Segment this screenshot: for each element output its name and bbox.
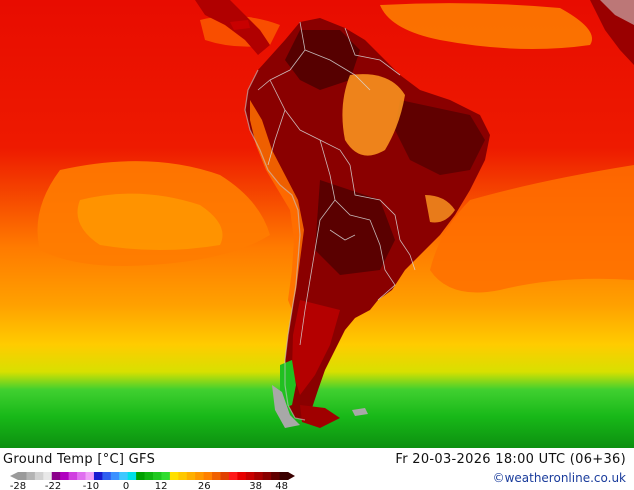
central-dark-zone bbox=[315, 180, 395, 275]
scale-swatch bbox=[60, 472, 70, 480]
scale-swatch bbox=[102, 472, 112, 480]
scale-swatch bbox=[254, 472, 264, 480]
scale-swatch bbox=[228, 472, 238, 480]
scale-swatch bbox=[144, 472, 154, 480]
scale-swatch bbox=[178, 472, 188, 480]
scale-swatch bbox=[203, 472, 213, 480]
scale-tick-label: 48 bbox=[275, 481, 288, 490]
scale-swatch bbox=[110, 472, 120, 480]
scale-swatch bbox=[212, 472, 221, 480]
scale-swatch bbox=[153, 472, 162, 480]
country-borders bbox=[257, 21, 416, 346]
scale-swatch bbox=[262, 472, 272, 480]
scale-right-arrow bbox=[288, 472, 295, 480]
amazon-hot-orange bbox=[342, 74, 405, 156]
caribbean-island bbox=[230, 20, 250, 30]
scale-swatch bbox=[26, 472, 36, 480]
scale-swatch bbox=[279, 472, 289, 480]
scale-tick-label: -28 bbox=[10, 481, 26, 490]
scale-swatch bbox=[271, 472, 280, 480]
credit-link[interactable]: ©weatheronline.co.uk bbox=[492, 471, 626, 485]
scale-swatch bbox=[85, 472, 95, 480]
pacific-yellow-patch bbox=[77, 193, 223, 250]
atlantic-warm-band bbox=[430, 165, 634, 293]
scale-swatch bbox=[237, 472, 247, 480]
scale-swatch bbox=[220, 472, 230, 480]
scale-tick-label: 0 bbox=[123, 481, 129, 490]
patagonia-red bbox=[292, 300, 340, 395]
africa-light-edge bbox=[600, 0, 634, 25]
scale-swatch bbox=[195, 472, 205, 480]
temperature-map bbox=[0, 0, 634, 448]
scale-tick-label: -22 bbox=[45, 481, 61, 490]
scale-swatch bbox=[119, 472, 129, 480]
scale-swatch bbox=[127, 472, 137, 480]
coastline bbox=[244, 69, 306, 421]
central-america-land bbox=[195, 0, 270, 55]
falklands bbox=[352, 408, 368, 416]
scale-swatch bbox=[51, 472, 61, 480]
scale-swatch bbox=[245, 472, 255, 480]
tierra-del-fuego bbox=[300, 405, 340, 428]
scale-swatch bbox=[68, 472, 78, 480]
scale-swatch bbox=[161, 472, 171, 480]
color-scale-legend: -28 -22 -10 0 12 26 38 48 bbox=[10, 472, 295, 490]
scale-swatch bbox=[77, 472, 86, 480]
scale-tick-label: 12 bbox=[155, 481, 168, 490]
scale-left-arrow bbox=[10, 472, 18, 480]
southern-tip-gray bbox=[272, 385, 300, 428]
scale-swatch bbox=[186, 472, 196, 480]
scale-swatch bbox=[43, 472, 53, 480]
map-footer: Ground Temp [°C] GFS Fr 20-03-2026 18:00… bbox=[0, 448, 634, 490]
scale-swatch bbox=[18, 472, 27, 480]
map-title: Ground Temp [°C] GFS bbox=[3, 452, 156, 467]
brazil-dark-zone bbox=[395, 100, 485, 175]
scale-tick-label: 26 bbox=[198, 481, 211, 490]
southern-tip-green bbox=[280, 360, 296, 408]
scale-swatch bbox=[93, 472, 103, 480]
brazil-orange-spot bbox=[425, 195, 455, 223]
scale-tick-label: 38 bbox=[249, 481, 262, 490]
scale-swatch bbox=[34, 472, 44, 480]
forecast-datetime: Fr 20-03-2026 18:00 UTC (06+36) bbox=[395, 452, 626, 467]
scale-tick-label: -10 bbox=[83, 481, 99, 490]
scale-swatch bbox=[136, 472, 145, 480]
scale-swatch bbox=[169, 472, 179, 480]
atlantic-orange-patch bbox=[380, 3, 592, 49]
andes-coastal-strip bbox=[250, 100, 304, 310]
